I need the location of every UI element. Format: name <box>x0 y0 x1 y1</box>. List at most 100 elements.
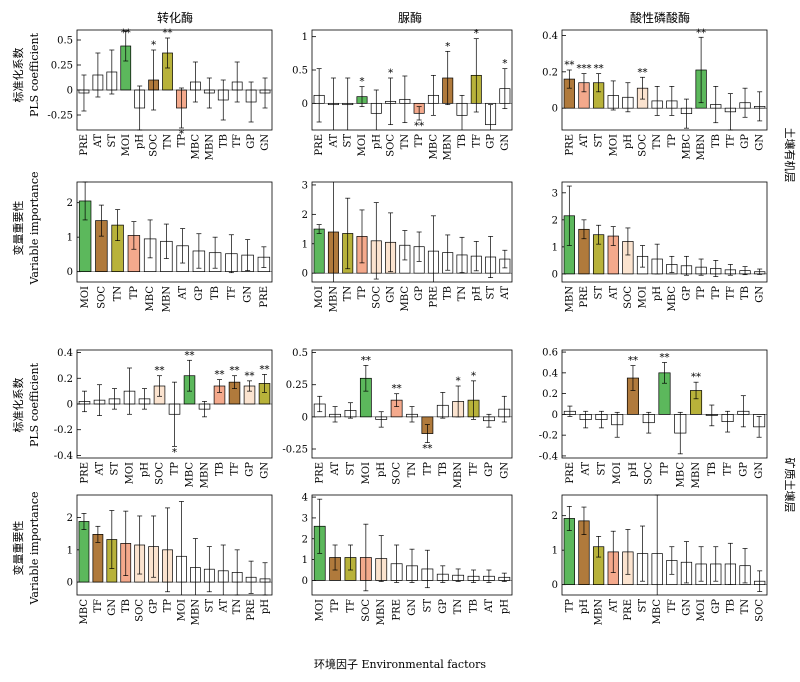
x-tick-label: TP <box>414 134 425 148</box>
significance-star: * <box>456 376 461 387</box>
x-tick-label: TF <box>345 599 356 613</box>
x-tick-label: GP <box>484 462 495 477</box>
x-tick-label: PRE <box>79 134 90 156</box>
x-tick-label: ST <box>204 599 215 613</box>
x-tick-label: SOC <box>371 286 382 309</box>
y-tick-label: 0.5 <box>292 66 308 77</box>
y-labels: 标准化系数 PLS coefficient 变量重要性 Variable imp… <box>11 32 41 605</box>
x-tick-label: MBC <box>79 599 90 625</box>
significance-star: ** <box>163 28 173 39</box>
x-tick-label: AT <box>484 599 495 614</box>
y-tick-label: -0.2 <box>54 425 73 436</box>
x-tick-label: TF <box>93 599 104 613</box>
x-tick-label: GN <box>755 286 766 303</box>
y-tick-label: 1 <box>302 555 308 566</box>
x-tick-label: TB <box>457 134 468 148</box>
x-tick-label: TB <box>218 134 229 148</box>
x-tick-label: MBN <box>328 286 339 313</box>
y-tick-label: 0.6 <box>542 348 558 359</box>
x-tick-label: GP <box>681 286 692 301</box>
x-tick-label: PRE <box>246 599 257 621</box>
x-tick-label: GP <box>738 462 749 477</box>
y-tick-label: 0 <box>67 267 73 278</box>
significance-star: ** <box>260 364 270 375</box>
x-tick-label: TP <box>422 462 433 476</box>
column-title-urease: 脲酶 <box>398 10 422 25</box>
x-tick-label: TN <box>163 134 174 150</box>
y-tick-label: -0.25 <box>47 111 73 122</box>
x-tick-label: SOC <box>361 599 372 622</box>
x-tick-label: MOI <box>314 286 325 308</box>
y-tick-label: 0.2 <box>542 389 558 400</box>
x-tick-label: SOC <box>755 599 766 622</box>
x-tick-label: SOC <box>149 134 160 157</box>
y-label-coef-en-bottom: PLS coefficient <box>28 362 41 447</box>
x-tick-label: TB <box>210 286 221 300</box>
significance-star: ** <box>230 366 240 377</box>
x-tick-label: AT <box>581 462 592 477</box>
y-tick-label: 0 <box>552 580 558 591</box>
significance-star: * <box>502 59 507 70</box>
x-tick-label: MOI <box>315 599 326 621</box>
x-tick-label: pH <box>628 462 639 477</box>
x-tick-label: MBC <box>652 599 663 625</box>
x-tick-label: TF <box>230 462 241 476</box>
x-tick-label: AT <box>95 462 106 477</box>
y-tick-label: 0 <box>67 578 73 589</box>
column-title-invertase: 转化酶 <box>157 10 193 25</box>
y-tick-label: 0 <box>302 412 308 423</box>
x-tick-label: PRE <box>392 599 403 621</box>
y-tick-label: 1 <box>552 242 558 253</box>
y-tick-label: 1 <box>67 545 73 556</box>
y-tick-label: 0 <box>302 269 308 280</box>
x-tick-label: GN <box>260 462 271 479</box>
side-label-organic: 土壤有机层 <box>783 128 797 183</box>
y-tick-label: 2 <box>552 215 558 226</box>
x-tick-label: TF <box>226 286 237 300</box>
significance-star: * <box>151 40 156 51</box>
x-tick-label: TN <box>453 599 464 615</box>
x-tick-label: GN <box>754 462 765 479</box>
x-tick-label: TP <box>176 134 187 148</box>
x-tick-label: MOI <box>176 599 187 621</box>
significance-star: * <box>471 371 476 382</box>
y-tick-label: 1 <box>302 32 308 43</box>
significance-star: ** <box>696 28 706 39</box>
x-tick-label: AT <box>178 286 189 301</box>
x-tick-label: pH <box>499 599 510 614</box>
x-tick-label: TN <box>400 134 411 150</box>
x-tick-label: MBN <box>161 286 172 313</box>
y-label-vip-cn-top: 变量重要性 <box>11 201 25 256</box>
y-tick-label: 3 <box>302 180 308 191</box>
x-tick-label: MBC <box>675 462 686 488</box>
x-tick-label: MOI <box>80 286 91 308</box>
significance-star: ** <box>638 67 648 78</box>
y-label-coef-cn-top: 标准化系数 <box>11 48 25 103</box>
y-tick-label: 2 <box>67 513 73 524</box>
y-tick-label: 0.25 <box>51 61 73 72</box>
x-tick-label: MBC <box>190 134 201 160</box>
x-tick-label: PRE <box>428 286 439 308</box>
x-tick-label: MBC <box>145 286 156 312</box>
x-tick-label: ST <box>486 286 497 300</box>
x-tick-label: GP <box>245 462 256 477</box>
x-tick-label: pH <box>135 134 146 149</box>
x-tick-label: pH <box>652 286 663 301</box>
x-tick-label: GN <box>407 599 418 616</box>
significance-star: * <box>360 77 365 88</box>
y-tick-label: 2 <box>302 534 308 545</box>
x-tick-label: TB <box>469 599 480 613</box>
panel-mineral-vip-urease: 0 1 2 3 4 MOI TP TF SOC MBN PRE GN ST GP TN TB AT pH <box>302 493 513 625</box>
plot-frame <box>76 494 273 596</box>
x-tick-label: MOI <box>125 462 136 484</box>
significance-star: ** <box>628 356 638 367</box>
x-tick-label: TB <box>438 462 449 476</box>
y-tick-label: 0 <box>302 99 308 110</box>
x-tick-label: MOI <box>638 286 649 308</box>
x-tick-label: AT <box>330 462 341 477</box>
x-tick-label: TF <box>469 462 480 476</box>
x-tick-label: MOI <box>612 462 623 484</box>
